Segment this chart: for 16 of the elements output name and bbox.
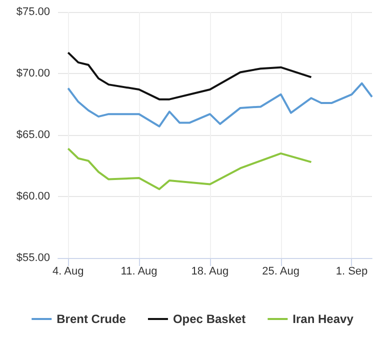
y-tick-label: $65.00 xyxy=(16,129,50,141)
line-series xyxy=(67,82,373,128)
line-series xyxy=(67,148,312,190)
line-series xyxy=(67,52,312,100)
legend-label: Opec Basket xyxy=(172,312,246,326)
x-tick-label: 4. Aug xyxy=(52,266,84,278)
x-tick-label: 11. Aug xyxy=(120,266,158,278)
y-tick-label: $75.00 xyxy=(16,6,50,18)
y-tick-label: $60.00 xyxy=(16,190,50,202)
legend-label: Brent Crude xyxy=(56,312,126,326)
x-tick-label: 1. Sep xyxy=(336,266,368,278)
x-tick-label: 18. Aug xyxy=(191,266,229,278)
y-tick-label: $70.00 xyxy=(16,68,50,80)
y-tick-label: $55.00 xyxy=(16,252,50,264)
x-tick-label: 25. Aug xyxy=(262,266,300,278)
legend-label: Iran Heavy xyxy=(292,312,354,326)
